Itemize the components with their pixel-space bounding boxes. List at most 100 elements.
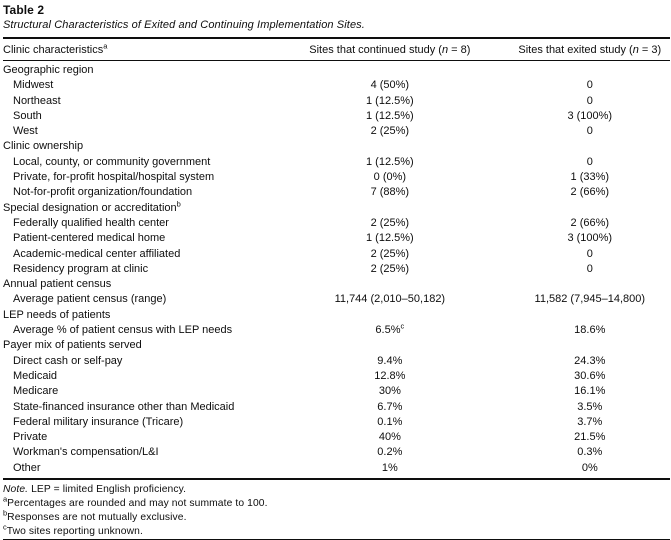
table-row: Private, for-profit hospital/hospital sy…	[3, 170, 670, 185]
section-header-row: Clinic ownership	[3, 139, 670, 154]
row-label: Midwest	[13, 79, 54, 92]
table-row: State-financed insurance other than Medi…	[3, 400, 670, 415]
table-row: Average % of patient census with LEP nee…	[3, 321, 670, 338]
continued-value: 12.8%	[374, 369, 406, 382]
header-col2-n-italic: n	[441, 44, 449, 56]
exited-value	[497, 139, 670, 154]
exited-value: 3.7%	[577, 415, 603, 428]
footnote-marker-c: c	[3, 522, 7, 532]
exited-value: 2 (66%)	[570, 186, 610, 199]
row-label: State-financed insurance other than Medi…	[13, 400, 235, 413]
footnote-b: bResponses are not mutually exclusive.	[3, 508, 187, 524]
continued-value: 1 (12.5%)	[365, 155, 414, 168]
exited-value: 0	[586, 94, 593, 107]
row-label: Average % of patient census with LEP nee…	[13, 324, 233, 337]
row-label: Medicare	[13, 385, 59, 398]
row-label: West	[13, 125, 38, 138]
table-row: Medicare 30% 16.1%	[3, 384, 670, 399]
section-header-row: Annual patient census	[3, 277, 670, 292]
footnote-marker-b: b	[3, 508, 8, 518]
continued-value: 4 (50%)	[370, 79, 410, 92]
row-label: Medicaid	[13, 369, 58, 382]
exited-value	[497, 308, 670, 323]
table-row: Academic-medical center affiliated 2 (25%…	[3, 247, 670, 262]
row-label: Clinic ownership	[3, 140, 84, 153]
row-label: Special designation or accreditationb	[3, 199, 181, 214]
table-row: Other 1% 0%	[3, 461, 670, 479]
table-notes: Note. LEP = limited English proficiency.…	[3, 480, 670, 540]
row-label: Residency program at clinic	[13, 262, 149, 275]
continued-value: 30%	[378, 385, 401, 398]
table-row: Northeast 1 (12.5%) 0	[3, 94, 670, 109]
row-label: Average patient census (range)	[13, 293, 167, 306]
footnote-marker-a: a	[103, 41, 108, 51]
header-col2-pre: Sites that continued study (	[309, 44, 442, 56]
row-label: South	[13, 109, 42, 122]
row-label: Academic-medical center affiliated	[13, 247, 181, 260]
continued-value: 40%	[378, 431, 401, 444]
note-label-italic: Note.	[3, 484, 29, 496]
table-row: Midwest 4 (50%) 0	[3, 78, 670, 93]
row-label: Other	[13, 461, 41, 474]
table-row: Medicaid 12.8% 30.6%	[3, 369, 670, 384]
continued-value: 0 (0%)	[373, 171, 407, 184]
row-label: Private	[13, 431, 48, 444]
continued-value	[283, 201, 496, 216]
exited-value: 18.6%	[574, 324, 606, 337]
footnote-c: cTwo sites reporting unknown.	[3, 522, 143, 538]
exited-value: 24.3%	[574, 354, 606, 367]
continued-value: 2 (25%)	[370, 216, 410, 229]
exited-value: 1 (33%)	[570, 171, 610, 184]
exited-value: 0	[586, 262, 593, 275]
continued-value: 0.2%	[377, 446, 403, 459]
continued-value: 1 (12.5%)	[365, 109, 414, 122]
row-label: Federal military insurance (Tricare)	[13, 415, 184, 428]
row-label: Geographic region	[3, 64, 94, 76]
table-row: Direct cash or self-pay 9.4% 24.3%	[3, 354, 670, 369]
header-continued-sites: Sites that continued study (n = 8)	[283, 38, 497, 61]
section-header-row: LEP needs of patients	[3, 308, 670, 323]
row-label: Workman's compensation/L&I	[13, 446, 159, 459]
section-header-row: Special designation or accreditationb	[3, 199, 670, 216]
continued-value: 2 (25%)	[370, 125, 410, 138]
table-body: Geographic region Midwest 4 (50%) 0 Northeas…	[3, 61, 670, 480]
header-col3-post: = 3)	[638, 44, 662, 56]
table-row: Residency program at clinic 2 (25%) 0	[3, 262, 670, 277]
exited-value: 0	[586, 125, 593, 138]
section-header-row: Geographic region	[3, 61, 670, 79]
table-row: Private 40% 21.5%	[3, 430, 670, 445]
row-label: Patient-centered medical home	[13, 232, 166, 245]
exited-value: 0%	[581, 461, 598, 474]
table-header: Clinic characteristicsa Sites that conti…	[3, 38, 670, 61]
row-label: Federally qualified health center	[13, 216, 169, 229]
row-label: Not-for-profit organization/foundation	[13, 186, 193, 199]
exited-value: 3 (100%)	[567, 109, 613, 122]
exited-value	[497, 201, 670, 216]
footnote-marker-a: a	[3, 494, 8, 504]
exited-value	[497, 338, 670, 353]
table-row: Average patient census (range) 11,744 (2,…	[3, 292, 670, 307]
exited-value: 21.5%	[574, 431, 606, 444]
section-header-row: Payer mix of patients served	[3, 338, 670, 353]
header-exited-sites: Sites that exited study (n = 3)	[496, 38, 670, 61]
table-row: Federally qualified health center 2 (25%)…	[3, 216, 670, 231]
header-col3-pre: Sites that exited study (	[518, 44, 633, 56]
continued-value: 1 (12.5%)	[365, 232, 414, 245]
continued-value: 9.4%	[377, 354, 403, 367]
exited-value: 3 (100%)	[567, 232, 613, 245]
continued-value	[283, 338, 496, 353]
exited-value: 16.1%	[574, 385, 606, 398]
exited-value	[497, 61, 670, 79]
footnote-marker-c: c	[400, 321, 405, 331]
table-row: West 2 (25%) 0	[3, 124, 670, 139]
exited-value: 0	[586, 247, 593, 260]
row-label: Payer mix of patients served	[3, 339, 142, 352]
row-label: LEP needs of patients	[3, 308, 111, 321]
table-row: Workman's compensation/L&I 0.2% 0.3%	[3, 445, 670, 460]
continued-value: 1%	[381, 461, 398, 474]
row-label: Private, for-profit hospital/hospital sy…	[13, 171, 215, 184]
table-row: Local, county, or community government 1 …	[3, 155, 670, 170]
header-col3-n-italic: n	[632, 44, 639, 56]
continued-value: 6.7%	[377, 400, 403, 413]
